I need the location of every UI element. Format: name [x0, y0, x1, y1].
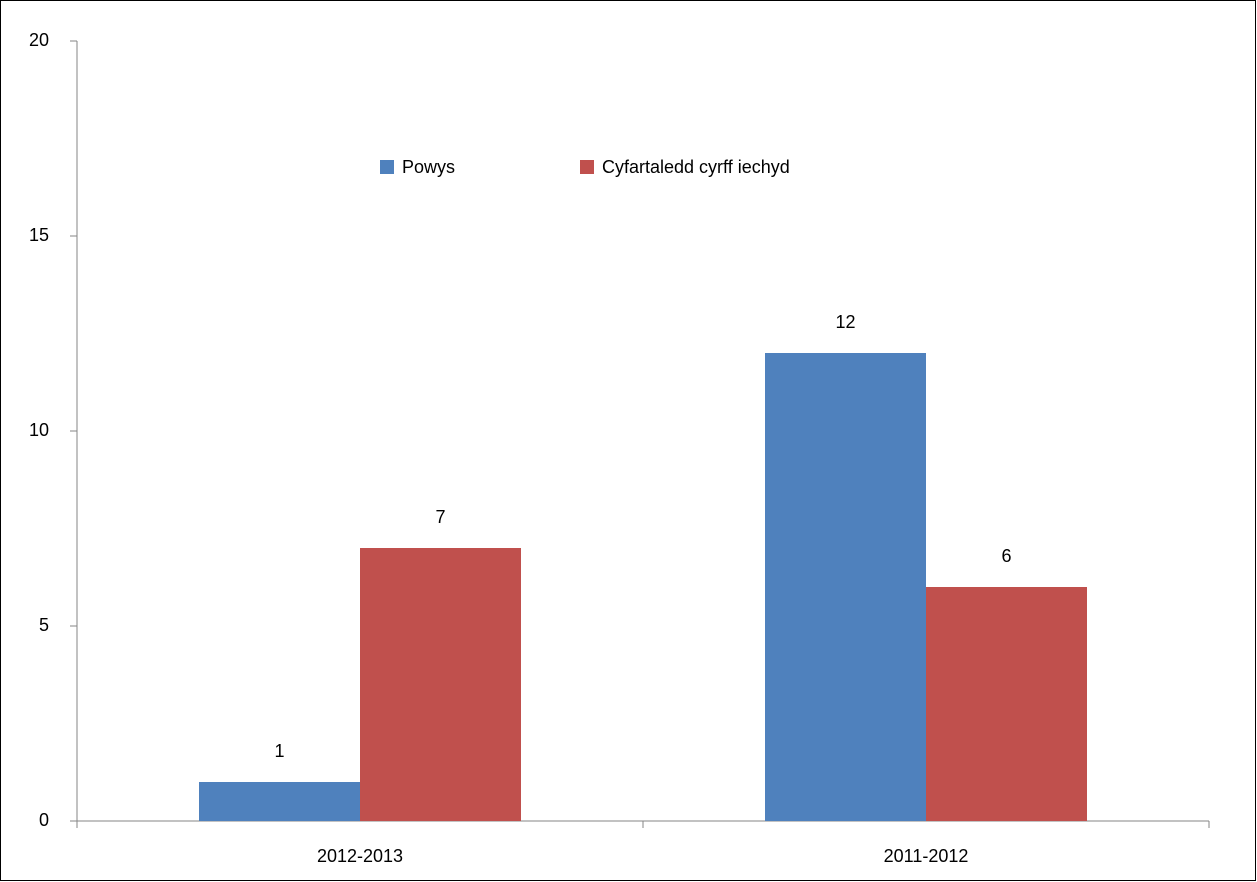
- bar: [926, 587, 1087, 821]
- legend-label: Cyfartaledd cyrff iechyd: [602, 157, 790, 177]
- legend-label: Powys: [402, 157, 455, 177]
- bar: [199, 782, 360, 821]
- data-label: 12: [835, 312, 855, 332]
- x-tick-label: 2012-2013: [317, 846, 403, 866]
- data-label: 1: [274, 741, 284, 761]
- y-tick-label: 0: [39, 810, 49, 830]
- y-tick-label: 20: [29, 30, 49, 50]
- legend-swatch: [580, 160, 594, 174]
- legend-swatch: [380, 160, 394, 174]
- data-label: 6: [1001, 546, 1011, 566]
- y-tick-label: 15: [29, 225, 49, 245]
- data-label: 7: [435, 507, 445, 527]
- bar: [765, 353, 926, 821]
- x-tick-label: 2011-2012: [884, 846, 969, 866]
- bar: [360, 548, 521, 821]
- y-tick-label: 10: [29, 420, 49, 440]
- y-tick-label: 5: [39, 615, 49, 635]
